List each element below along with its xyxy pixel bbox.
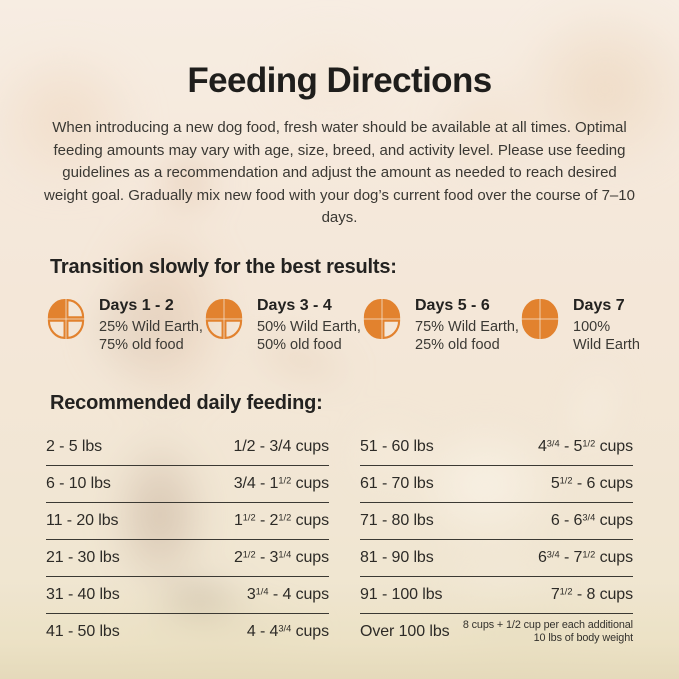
table-row: 71 - 80 lbs 6 - 63/4 cups [360, 501, 633, 539]
cups-amount-cell: 6 - 63/4 cups [550, 511, 633, 529]
tree-silhouette [0, 20, 170, 220]
weight-range-cell: 21 - 30 lbs [46, 548, 120, 566]
cups-amount-cell: 31/4 - 4 cups [246, 585, 329, 603]
table-row: 2 - 5 lbs 1/2 - 3/4 cups [46, 429, 329, 465]
cups-amount-cell: 3/4 - 11/2 cups [233, 474, 329, 492]
table-row: 81 - 90 lbs 63/4 - 71/2 cups [360, 538, 633, 576]
weight-range-cell: 61 - 70 lbs [360, 474, 434, 492]
transition-step: Days 7 100% Wild Earth [521, 296, 679, 354]
transition-step: Days 3 - 4 50% Wild Earth, 50% old food [205, 296, 363, 354]
table-row: 21 - 30 lbs 21/2 - 31/4 cups [46, 538, 329, 576]
tree-silhouette [240, 10, 420, 140]
transition-step: Days 1 - 2 25% Wild Earth, 75% old food [47, 296, 205, 354]
day-range-label: Days 3 - 4 [257, 296, 332, 314]
tree-silhouette [410, 60, 570, 200]
cups-amount-cell: 1/2 - 3/4 cups [233, 437, 329, 455]
weight-range-cell: 81 - 90 lbs [360, 548, 434, 566]
day-range-label: Days 5 - 6 [415, 296, 490, 314]
mix-ratio-text: 50% Wild Earth, 50% old food [257, 318, 361, 353]
mix-ratio-text: 25% Wild Earth, 75% old food [99, 318, 203, 353]
transition-step-text: Days 5 - 6 75% Wild Earth, 25% old food [415, 296, 519, 354]
pie-quarters-icon [47, 298, 85, 345]
feeding-table-left-column: 2 - 5 lbs 1/2 - 3/4 cups 6 - 10 lbs 3/4 … [46, 429, 329, 650]
cups-amount-cell: 43/4 - 51/2 cups [537, 437, 633, 455]
transition-step: Days 5 - 6 75% Wild Earth, 25% old food [363, 296, 521, 354]
pie-quarters-icon [363, 298, 401, 345]
table-row: 61 - 70 lbs 51/2 - 6 cups [360, 464, 633, 502]
table-row: 31 - 40 lbs 31/4 - 4 cups [46, 575, 329, 613]
cups-amount-cell: 71/2 - 8 cups [550, 585, 633, 603]
day-range-label: Days 7 [573, 296, 625, 314]
cups-amount-cell: 8 cups + 1/2 cup per each additional 10 … [462, 618, 633, 644]
weight-range-cell: 51 - 60 lbs [360, 437, 434, 455]
table-row: 51 - 60 lbs 43/4 - 51/2 cups [360, 429, 633, 465]
mix-ratio-text: 75% Wild Earth, 25% old food [415, 318, 519, 353]
cups-amount-cell: 51/2 - 6 cups [550, 474, 633, 492]
transition-step-text: Days 3 - 4 50% Wild Earth, 50% old food [257, 296, 361, 354]
pie-quarters-icon [521, 298, 559, 345]
transition-step-text: Days 1 - 2 25% Wild Earth, 75% old food [99, 296, 203, 354]
feeding-heading: Recommended daily feeding: [50, 391, 323, 414]
cups-amount-cell: 63/4 - 71/2 cups [537, 548, 633, 566]
table-row: 41 - 50 lbs 4 - 43/4 cups [46, 612, 329, 650]
transition-steps: Days 1 - 2 25% Wild Earth, 75% old food D… [47, 296, 679, 354]
weight-range-cell: 71 - 80 lbs [360, 511, 434, 529]
cups-amount-cell: 21/2 - 31/4 cups [233, 548, 329, 566]
day-range-label: Days 1 - 2 [99, 296, 174, 314]
table-row: 11 - 20 lbs 11/2 - 21/2 cups [46, 501, 329, 539]
table-row: Over 100 lbs 8 cups + 1/2 cup per each a… [360, 612, 633, 650]
transition-heading: Transition slowly for the best results: [50, 255, 397, 278]
weight-range-cell: 2 - 5 lbs [46, 437, 103, 455]
weight-range-cell: Over 100 lbs [360, 622, 450, 640]
grass-band [0, 579, 679, 679]
cups-amount-cell: 4 - 43/4 cups [246, 622, 329, 640]
weight-range-cell: 91 - 100 lbs [360, 585, 443, 603]
person-figure [95, 290, 185, 370]
weight-range-cell: 41 - 50 lbs [46, 622, 120, 640]
pie-quarters-icon [205, 298, 243, 345]
feeding-table: 2 - 5 lbs 1/2 - 3/4 cups 6 - 10 lbs 3/4 … [46, 429, 679, 650]
transition-step-text: Days 7 100% Wild Earth [573, 296, 640, 354]
cups-amount-cell: 11/2 - 21/2 cups [233, 511, 329, 529]
mix-ratio-text: 100% Wild Earth [573, 318, 640, 353]
page-title: Feeding Directions [187, 61, 492, 100]
table-row: 6 - 10 lbs 3/4 - 11/2 cups [46, 464, 329, 502]
intro-paragraph: When introducing a new dog food, fresh w… [44, 119, 635, 226]
feeding-table-right-column: 51 - 60 lbs 43/4 - 51/2 cups 61 - 70 lbs… [360, 429, 633, 650]
table-row: 91 - 100 lbs 71/2 - 8 cups [360, 575, 633, 613]
weight-range-cell: 31 - 40 lbs [46, 585, 120, 603]
weight-range-cell: 6 - 10 lbs [46, 474, 111, 492]
weight-range-cell: 11 - 20 lbs [46, 511, 119, 529]
